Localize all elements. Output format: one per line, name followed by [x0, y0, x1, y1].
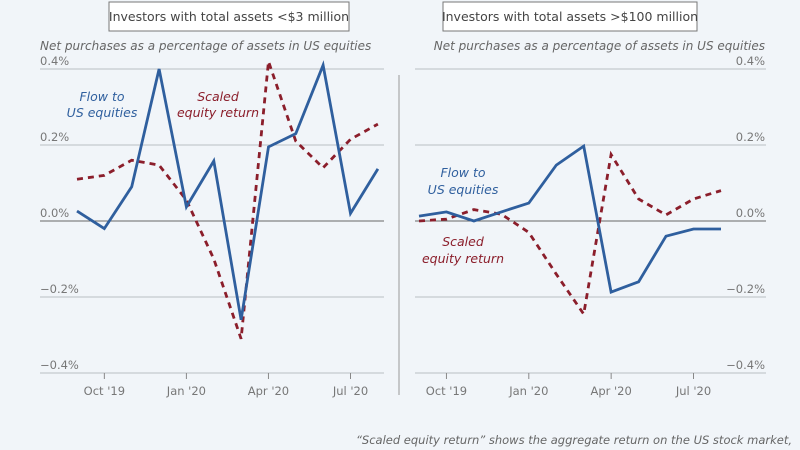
y-axis-label: Net purchases as a percentage of assets … [40, 39, 371, 53]
x-tick-label: Jul '20 [332, 384, 368, 398]
y-tick-label: 0.0% [40, 206, 69, 220]
panel-left: Investors with total assets <$3 million … [40, 1, 384, 398]
series-line-flow [418, 143, 721, 294]
panel-title: Investors with total assets >$100 millio… [442, 9, 698, 24]
x-tick-label: Oct '19 [426, 384, 467, 398]
x-tick-label: Apr '20 [590, 384, 631, 398]
y-tick-label: −0.4% [726, 358, 765, 372]
y-tick-label: −0.2% [726, 282, 765, 296]
y-tick-label: −0.4% [40, 358, 79, 372]
series-label-return-line2: equity return [422, 251, 504, 266]
series-line-scaled-return [418, 150, 722, 318]
footnote: “Scaled equity return” shows the aggrega… [356, 433, 792, 447]
panel-title-box [108, 1, 350, 32]
panel-title: Investors with total assets <$3 million [109, 9, 349, 24]
y-axis-label: Net purchases as a percentage of assets … [434, 39, 765, 53]
series-label-flow-line1: Flow to [79, 89, 124, 104]
y-tick-label: 0.4% [736, 54, 765, 68]
panel-right: Investors with total assets >$100 millio… [415, 1, 766, 398]
series-label-return-line1: Scaled [197, 89, 239, 104]
y-tick-label: 0.0% [736, 206, 765, 220]
y-tick-label: 0.2% [40, 130, 69, 144]
y-tick-label: 0.2% [736, 130, 765, 144]
series-line-flow [76, 60, 380, 321]
series-label-return-line2: equity return [177, 105, 259, 120]
series-label-flow-line2: US equities [428, 182, 499, 197]
y-tick-label: 0.4% [40, 54, 69, 68]
series-label-flow-line2: US equities [67, 105, 138, 120]
series-label-return-line1: Scaled [442, 234, 484, 249]
x-tick-label: Oct '19 [84, 384, 125, 398]
panel-title-box [442, 1, 698, 32]
y-tick-label: −0.2% [40, 282, 79, 296]
x-tick-label: Jan '20 [508, 384, 548, 398]
x-tick-label: Apr '20 [248, 384, 289, 398]
series-label-flow-line1: Flow to [440, 165, 485, 180]
x-tick-label: Jul '20 [675, 384, 711, 398]
x-tick-label: Jan '20 [166, 384, 206, 398]
